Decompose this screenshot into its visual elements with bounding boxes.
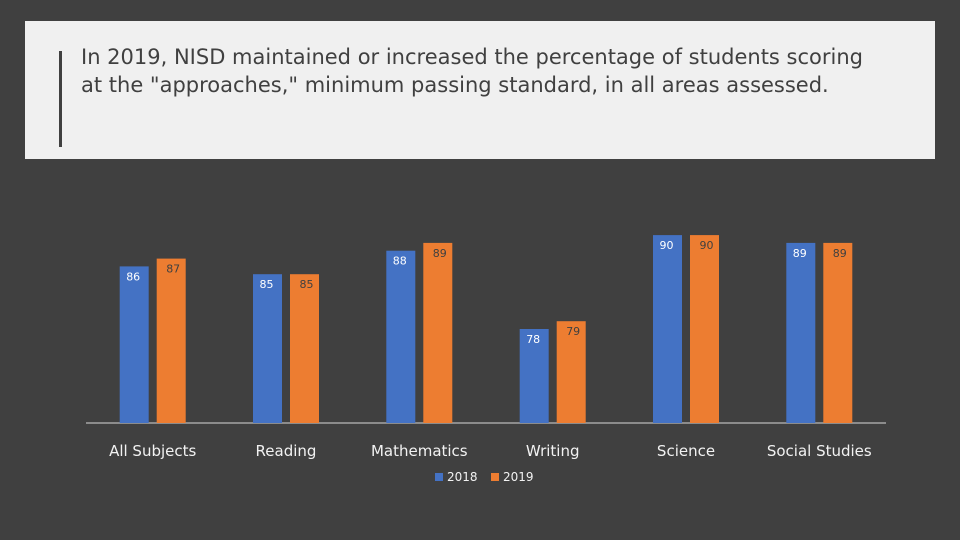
category-label: Social Studies [767,442,872,460]
bar-2018-all-subjects [119,266,149,423]
data-label-2018-mathematics: 88 [393,255,407,268]
bar-2018-science [653,235,682,423]
legend-label-2018: 2018 [447,470,478,484]
data-label-2018-writing: 78 [526,333,540,346]
bar-2018-social-studies [786,242,816,423]
category-label: Reading [256,442,317,460]
data-label-2018-science: 90 [660,239,674,252]
bar-2019-writing [556,321,586,423]
bar-2019-reading [290,274,319,423]
legend-swatch-2018 [435,473,443,481]
bar-2018-writing [519,329,549,423]
data-labels-group: 86 87 85 85 88 89 78 79 90 90 89 89 [126,239,847,346]
data-label-2018-social-studies: 89 [793,247,807,260]
bar-2019-all-subjects [156,258,186,423]
data-label-2019-reading: 85 [300,278,314,291]
legend-swatch-2019 [491,473,499,481]
bar-2018-mathematics [386,250,416,423]
title-accent-bar [59,51,62,147]
category-label: Science [657,442,715,460]
data-label-2019-mathematics: 89 [433,247,447,260]
category-label: All Subjects [109,442,196,460]
data-label-2018-all-subjects: 86 [126,270,140,283]
bar-2018-reading [253,274,282,423]
category-label: Writing [526,442,580,460]
title-panel: In 2019, NISD maintained or increased th… [25,21,935,159]
legend-label-2019: 2019 [503,470,534,484]
bar-2019-science [690,235,719,423]
category-label: Mathematics [371,442,468,460]
data-label-2018-reading: 85 [260,278,274,291]
data-label-2019-social-studies: 89 [833,247,847,260]
legend: 2018 2019 [435,470,534,484]
bar-2019-social-studies [823,242,853,423]
slide-title: In 2019, NISD maintained or increased th… [81,45,863,97]
data-label-2019-all-subjects: 87 [166,263,180,276]
bars-group [119,235,853,423]
data-label-2019-writing: 79 [566,325,580,338]
data-label-2019-science: 90 [700,239,714,252]
bar-2019-mathematics [423,242,453,423]
category-labels-group: All Subjects Reading Mathematics Writing Sci… [109,442,872,460]
